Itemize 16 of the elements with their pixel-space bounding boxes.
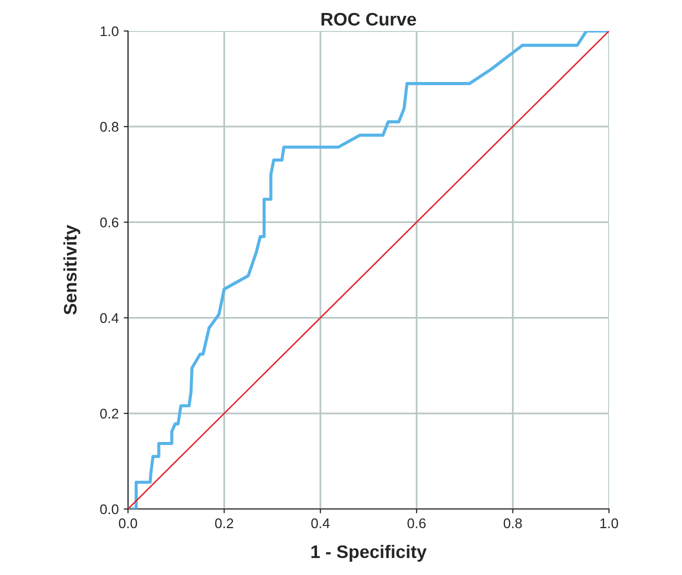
y-tick-label: 0.0: [100, 504, 118, 514]
y-tick-label: 0.6: [100, 218, 118, 228]
y-tick-label: 0.8: [100, 122, 118, 132]
x-tick-label: 0.8: [504, 518, 522, 528]
x-tick-label: 1.0: [600, 518, 618, 528]
y-tick-label: 1.0: [100, 26, 118, 36]
y-tick-label: 0.4: [100, 313, 119, 323]
x-tick-label: 0.6: [407, 518, 426, 528]
chart-title: ROC Curve: [322, 12, 416, 26]
y-tick-label: 0.2: [100, 408, 118, 419]
x-axis-title: 1 - Specificity: [311, 544, 427, 562]
x-tick-label: 0.4: [311, 518, 330, 528]
y-axis-title: Sensitivity: [63, 224, 80, 315]
x-tick-label: 0.0: [118, 518, 138, 528]
x-tick-label: 0.2: [215, 518, 234, 528]
line-series: [128, 31, 609, 509]
